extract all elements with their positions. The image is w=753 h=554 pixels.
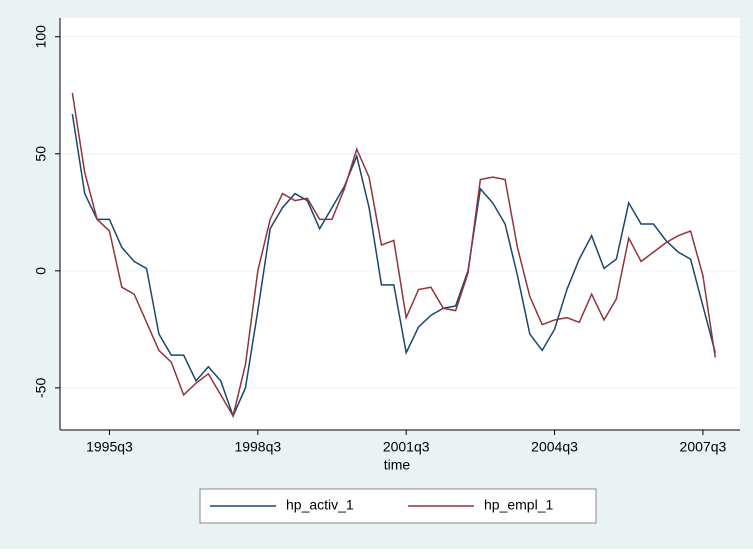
legend-label: hp_activ_1	[286, 497, 354, 513]
y-tick-label: 50	[33, 146, 49, 162]
x-axis-label: time	[384, 457, 411, 473]
y-tick-label: -50	[33, 378, 49, 398]
series-line	[71, 92, 717, 418]
x-tick-label: 1998q3	[234, 439, 281, 455]
y-tick-label: 100	[33, 25, 49, 49]
x-tick-label: 2007q3	[680, 439, 727, 455]
series-line	[71, 113, 716, 418]
x-tick-label: 2001q3	[383, 439, 430, 455]
plot-area	[60, 18, 740, 430]
x-tick-label: 2004q3	[531, 439, 578, 455]
y-tick-label: 0	[33, 267, 49, 275]
legend-label: hp_empl_1	[484, 497, 553, 513]
x-tick-label: 1995q3	[86, 439, 133, 455]
